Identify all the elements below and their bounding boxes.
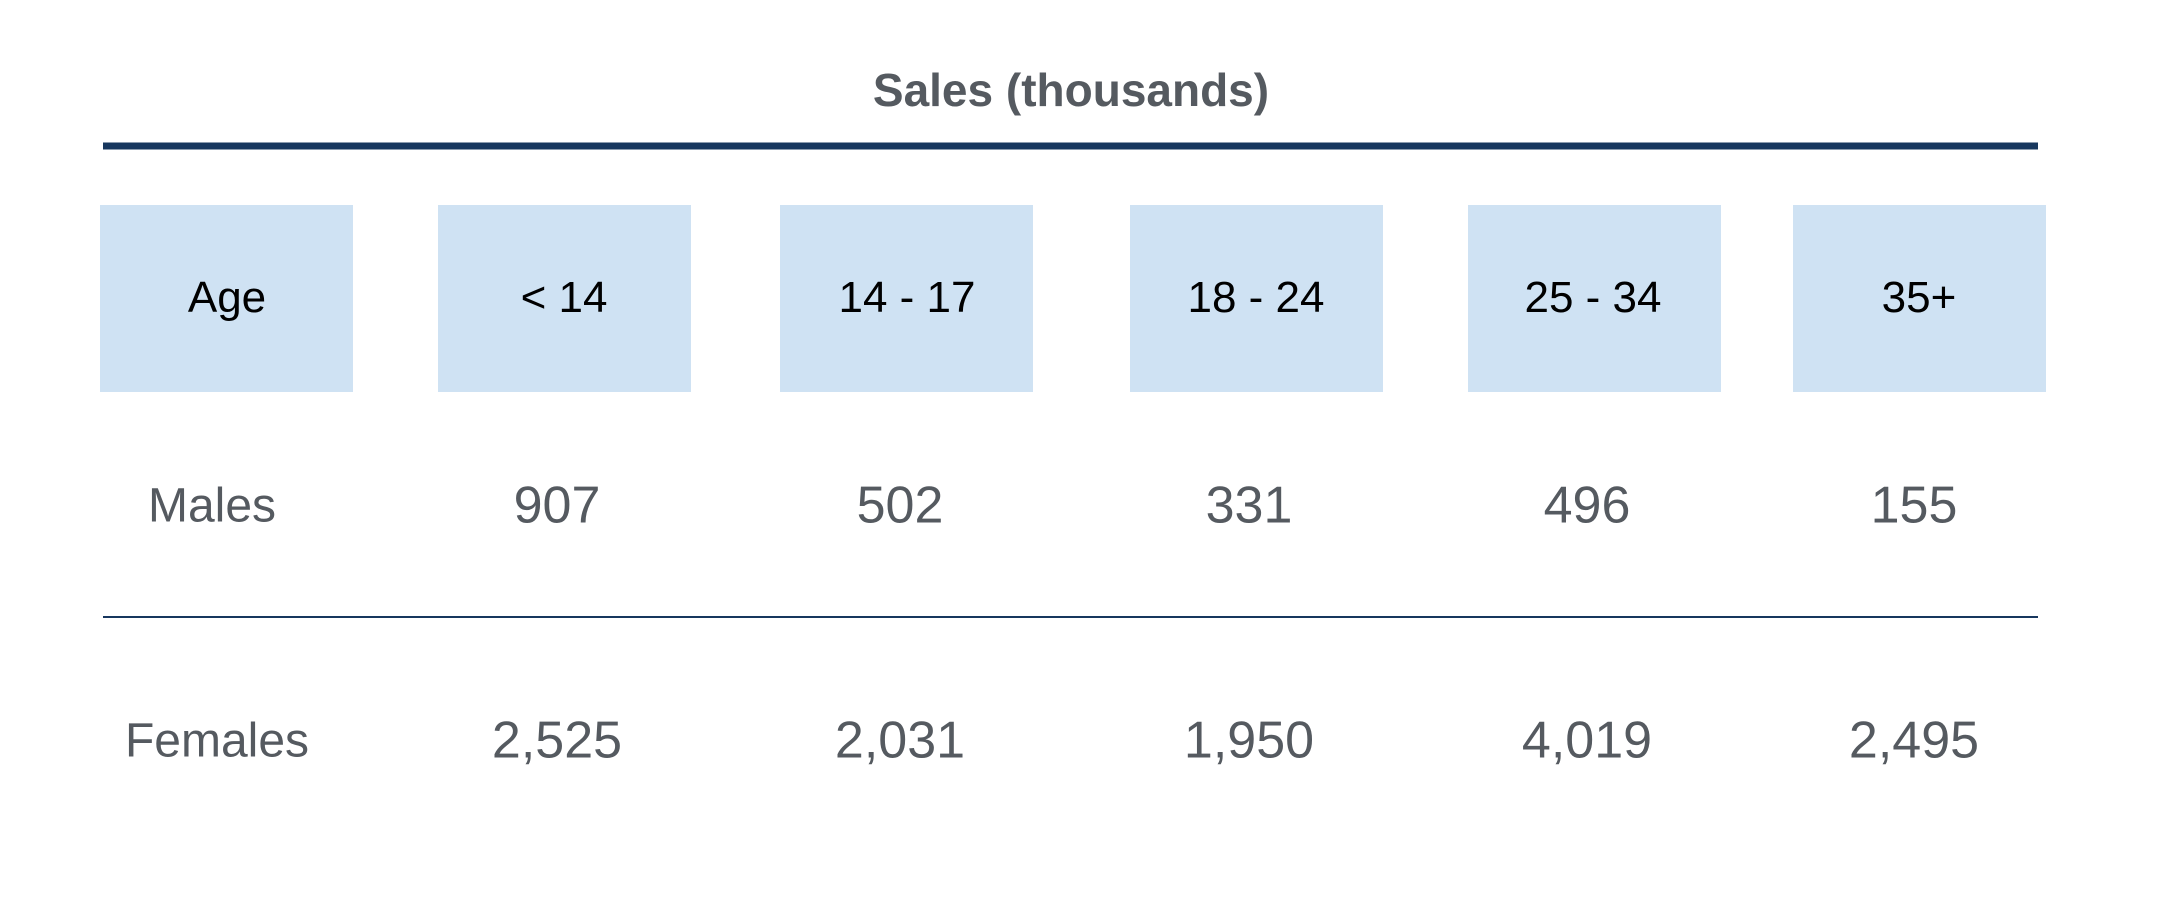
cell-value: 2,031 [835,712,965,770]
row-label: Males [148,480,276,533]
header-text: < 14 [521,273,608,322]
header-cell [100,205,353,392]
header-cell [438,205,691,392]
cell-value: 496 [1544,477,1631,535]
header-text: Age [188,273,266,322]
header-text: 35+ [1882,273,1957,322]
header-cell [1468,205,1721,392]
header-text: 18 - 24 [1188,273,1325,322]
header-text: 14 - 17 [839,273,976,322]
cell-value: 2,495 [1849,712,1979,770]
cell-value: 4,019 [1522,712,1652,770]
table-title: Sales (thousands) [873,64,1269,116]
cell-value: 331 [1206,477,1293,535]
cell-value: 2,525 [492,712,622,770]
cell-value: 907 [514,477,601,535]
header-text: 25 - 34 [1525,273,1662,322]
header-cell [1793,205,2046,392]
header-cell [1130,205,1383,392]
row-label: Females [125,715,309,768]
cell-value: 1,950 [1184,712,1314,770]
cell-value: 502 [857,477,944,535]
cell-value: 155 [1871,477,1958,535]
header-cell [780,205,1033,392]
